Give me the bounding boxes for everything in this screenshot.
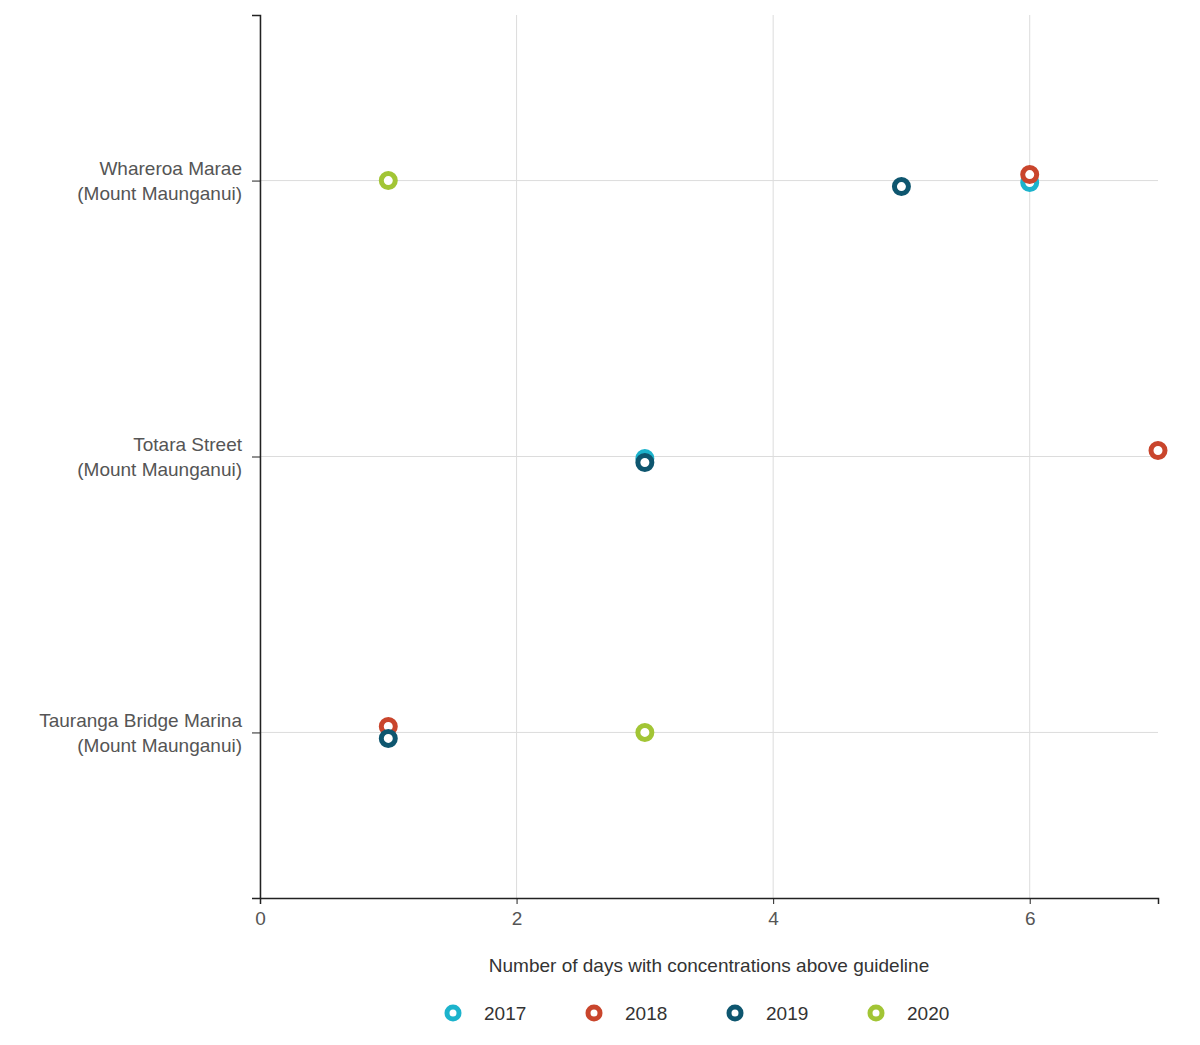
point bbox=[1151, 444, 1165, 458]
y-tick-label-line: Whareroa Marae bbox=[99, 158, 242, 179]
legend-label: 2020 bbox=[907, 1003, 949, 1024]
legend-label: 2017 bbox=[484, 1003, 526, 1024]
y-tick-label: Tauranga Bridge Marina (Mount Maunganui) bbox=[39, 710, 242, 756]
legend-swatch bbox=[588, 1007, 600, 1019]
plot-marks bbox=[381, 168, 1165, 746]
grid-line bbox=[260, 456, 1158, 457]
series-2018 bbox=[381, 168, 1165, 734]
y-tick-label-line: Tauranga Bridge Marina bbox=[39, 710, 242, 731]
point bbox=[381, 731, 395, 745]
point bbox=[638, 456, 652, 470]
series-2019 bbox=[381, 180, 908, 746]
y-tick-mark bbox=[252, 181, 260, 182]
y-axis: Whareroa Marae(Mount Maunganui)Totara St… bbox=[39, 16, 260, 899]
series-2017 bbox=[638, 176, 1037, 466]
y-tick-label-line: (Mount Maunganui) bbox=[77, 735, 242, 756]
y-tick-mark bbox=[252, 457, 260, 458]
x-tick-label: 2 bbox=[512, 908, 523, 929]
x-tick-mark bbox=[1030, 898, 1031, 904]
y-tick: Tauranga Bridge Marina (Mount Maunganui) bbox=[39, 710, 260, 756]
x-tick-mark bbox=[517, 898, 518, 904]
y-tick: Totara Street (Mount Maunganui) bbox=[77, 434, 260, 480]
y-tick-label: Totara Street (Mount Maunganui) bbox=[77, 434, 242, 480]
point bbox=[638, 725, 652, 739]
legend-swatch bbox=[447, 1007, 459, 1019]
x-tick-label: 0 bbox=[255, 908, 266, 929]
legend-label: 2019 bbox=[766, 1003, 808, 1024]
x-tick-label: 4 bbox=[768, 908, 779, 929]
y-tick-mark bbox=[252, 732, 260, 733]
legend-item: 2020 bbox=[870, 1003, 949, 1024]
legend: 2017 2018 2019 2020 bbox=[447, 1003, 949, 1024]
x-tick-label: 6 bbox=[1025, 908, 1036, 929]
legend-swatch bbox=[729, 1007, 741, 1019]
legend-item: 2019 bbox=[729, 1003, 808, 1024]
point bbox=[1023, 168, 1037, 182]
y-tick: Whareroa Marae (Mount Maunganui) bbox=[77, 158, 260, 204]
y-tick-label-line: (Mount Maunganui) bbox=[77, 183, 242, 204]
y-grid bbox=[260, 181, 1158, 733]
point bbox=[894, 180, 908, 194]
x-tick: 0 bbox=[255, 898, 266, 929]
x-axis: 0 2 4 6 bbox=[255, 898, 1158, 929]
legend-swatch bbox=[870, 1007, 882, 1019]
y-tick-label-line: (Mount Maunganui) bbox=[77, 459, 242, 480]
y-tick-label: Whareroa Marae (Mount Maunganui) bbox=[77, 158, 242, 204]
x-tick: 4 bbox=[768, 898, 779, 929]
chart: 0246Whareroa Marae(Mount Maunganui)Totar… bbox=[0, 0, 1200, 1045]
x-axis-title: Number of days with concentrations above… bbox=[489, 955, 929, 976]
series-2020 bbox=[381, 174, 652, 740]
x-axis-line bbox=[261, 899, 1159, 905]
y-axis-line bbox=[252, 16, 261, 899]
legend-item: 2017 bbox=[447, 1003, 526, 1024]
legend-label: 2018 bbox=[625, 1003, 667, 1024]
x-tick: 2 bbox=[512, 898, 523, 929]
x-tick-mark bbox=[773, 898, 774, 904]
legend-item: 2018 bbox=[588, 1003, 667, 1024]
y-tick-label-line: Totara Street bbox=[133, 434, 242, 455]
point bbox=[381, 174, 395, 188]
x-tick: 6 bbox=[1025, 898, 1036, 929]
